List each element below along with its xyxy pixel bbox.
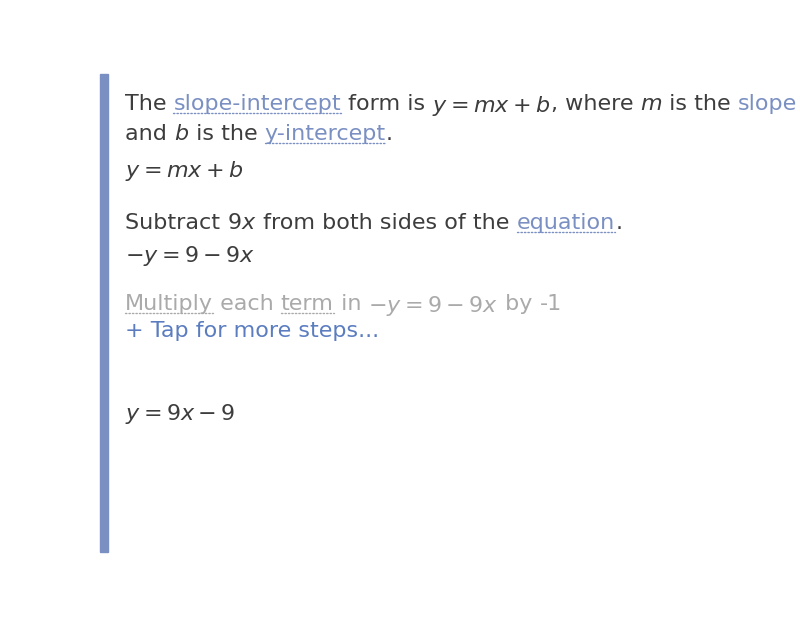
Text: The: The: [125, 94, 174, 113]
Text: $-y = 9 - 9x$: $-y = 9 - 9x$: [368, 294, 498, 318]
Text: Subtract: Subtract: [125, 213, 227, 233]
Text: from both sides of the: from both sides of the: [257, 213, 517, 233]
Text: term: term: [281, 294, 334, 314]
Text: -1: -1: [540, 294, 562, 314]
Text: + Tap for more steps...: + Tap for more steps...: [125, 321, 379, 341]
Text: is the: is the: [662, 94, 738, 113]
Text: .: .: [386, 125, 393, 144]
Text: $y = mx + b$: $y = mx + b$: [125, 159, 243, 183]
Text: each: each: [213, 294, 281, 314]
Text: and: and: [125, 125, 174, 144]
Text: slope: slope: [738, 94, 798, 113]
Text: equation: equation: [517, 213, 615, 233]
Text: .: .: [615, 213, 622, 233]
Text: Multiply: Multiply: [125, 294, 213, 314]
Text: y-intercept: y-intercept: [265, 125, 386, 144]
Text: $m$: $m$: [640, 94, 662, 113]
Text: is the: is the: [189, 125, 265, 144]
Text: form is: form is: [341, 94, 432, 113]
FancyBboxPatch shape: [100, 74, 108, 552]
Text: $-y = 9 - 9x$: $-y = 9 - 9x$: [125, 244, 255, 268]
Text: slope-intercept: slope-intercept: [174, 94, 341, 113]
Text: $9x$: $9x$: [227, 213, 257, 233]
Text: , where: , where: [550, 94, 640, 113]
Text: $y = 9x - 9$: $y = 9x - 9$: [125, 402, 235, 426]
Text: by: by: [498, 294, 540, 314]
Text: $b$: $b$: [174, 125, 189, 144]
Text: $y = mx + b$: $y = mx + b$: [432, 94, 550, 118]
Text: in: in: [334, 294, 368, 314]
